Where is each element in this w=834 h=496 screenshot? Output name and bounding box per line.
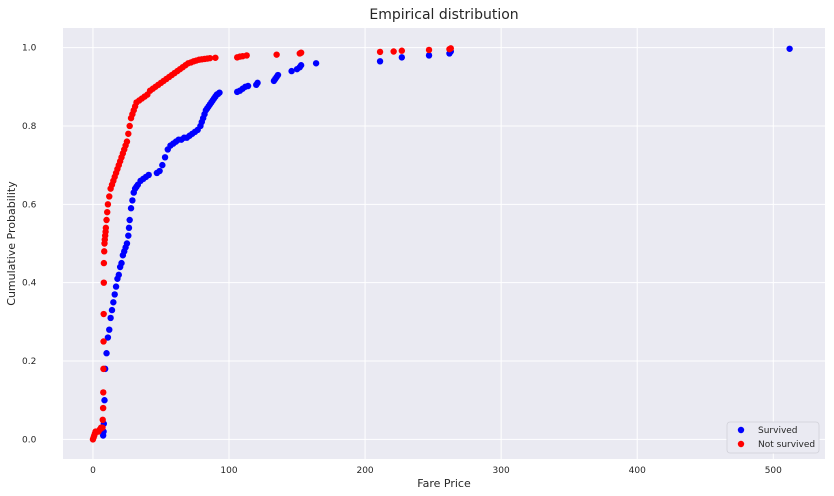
data-point [99,404,107,412]
data-point [274,71,282,79]
data-point [447,45,455,52]
y-axis-label: Cumulative Probability [5,181,18,306]
data-point [273,51,280,58]
data-point [99,416,106,424]
data-point [376,48,384,56]
data-point [103,350,110,357]
legend: Survived Not survived [726,421,820,454]
x-axis-label: Fare Price [417,477,471,490]
data-point [102,224,110,232]
y-tick-label: 0.2 [22,357,36,367]
data-point [118,259,125,267]
data-point [398,47,406,54]
data-point [125,130,132,137]
data-point [100,365,107,373]
data-point [127,205,135,212]
data-point [99,424,106,431]
series-survived [99,45,793,439]
x-tick-label: 200 [356,466,373,476]
series-not-survived [89,45,455,443]
data-point [161,154,169,161]
data-point [126,122,133,130]
data-point [123,138,131,145]
data-point [115,271,122,279]
x-tick-label: 400 [629,466,646,476]
data-point [100,259,108,267]
data-point [126,216,133,224]
data-point [100,338,107,345]
legend-box [726,421,820,454]
chart-title: Empirical distribution [369,7,518,23]
legend-marker-not-survived [737,440,745,448]
x-tick-label: 500 [765,466,782,476]
grid-lines [63,28,825,459]
data-point [216,89,223,96]
data-point [110,299,117,306]
data-point [125,224,133,232]
data-point [100,310,107,318]
data-point [297,49,305,56]
data-point [376,58,384,65]
data-point [312,60,320,67]
data-point [104,334,112,341]
y-tick-label: 1.0 [22,44,37,54]
data-point [112,283,120,290]
data-points [89,45,793,443]
data-point [390,48,397,55]
tick-labels: 0 100 200 300 400 500 0.0 0.2 0.4 0.6 0.8 1.0 [22,44,782,476]
x-tick-label: 0 [90,466,96,476]
data-point [243,52,250,59]
data-point [125,232,132,239]
legend-label-survived: Survived [758,426,798,436]
data-point [106,193,113,200]
data-point [206,54,214,62]
x-tick-label: 300 [493,466,510,476]
legend-marker-survived [737,426,745,434]
data-point [101,397,108,404]
y-tick-label: 0.6 [22,200,37,210]
x-tick-label: 100 [220,466,237,476]
data-point [425,52,433,59]
data-point [101,248,108,255]
data-point [145,171,152,179]
data-point [123,240,131,247]
data-point [104,208,111,216]
data-point [106,326,113,333]
y-tick-label: 0.0 [22,435,37,445]
data-point [103,216,110,224]
data-point [297,62,305,69]
data-point [244,82,252,90]
data-point [156,167,163,175]
data-point [254,79,261,87]
data-point [159,161,166,169]
data-point [100,389,107,396]
data-point [398,54,406,61]
data-point [100,279,108,286]
data-point [288,67,295,75]
data-point [108,306,116,314]
data-point [104,201,112,208]
y-tick-label: 0.4 [22,279,37,289]
data-point [425,46,433,54]
data-point [111,291,118,298]
data-point [786,45,793,52]
y-tick-label: 0.8 [22,122,37,132]
data-point [129,197,136,204]
data-point [107,314,114,322]
plot-area [63,28,825,459]
legend-label-not-survived: Not survived [758,440,815,450]
data-point [212,54,219,61]
